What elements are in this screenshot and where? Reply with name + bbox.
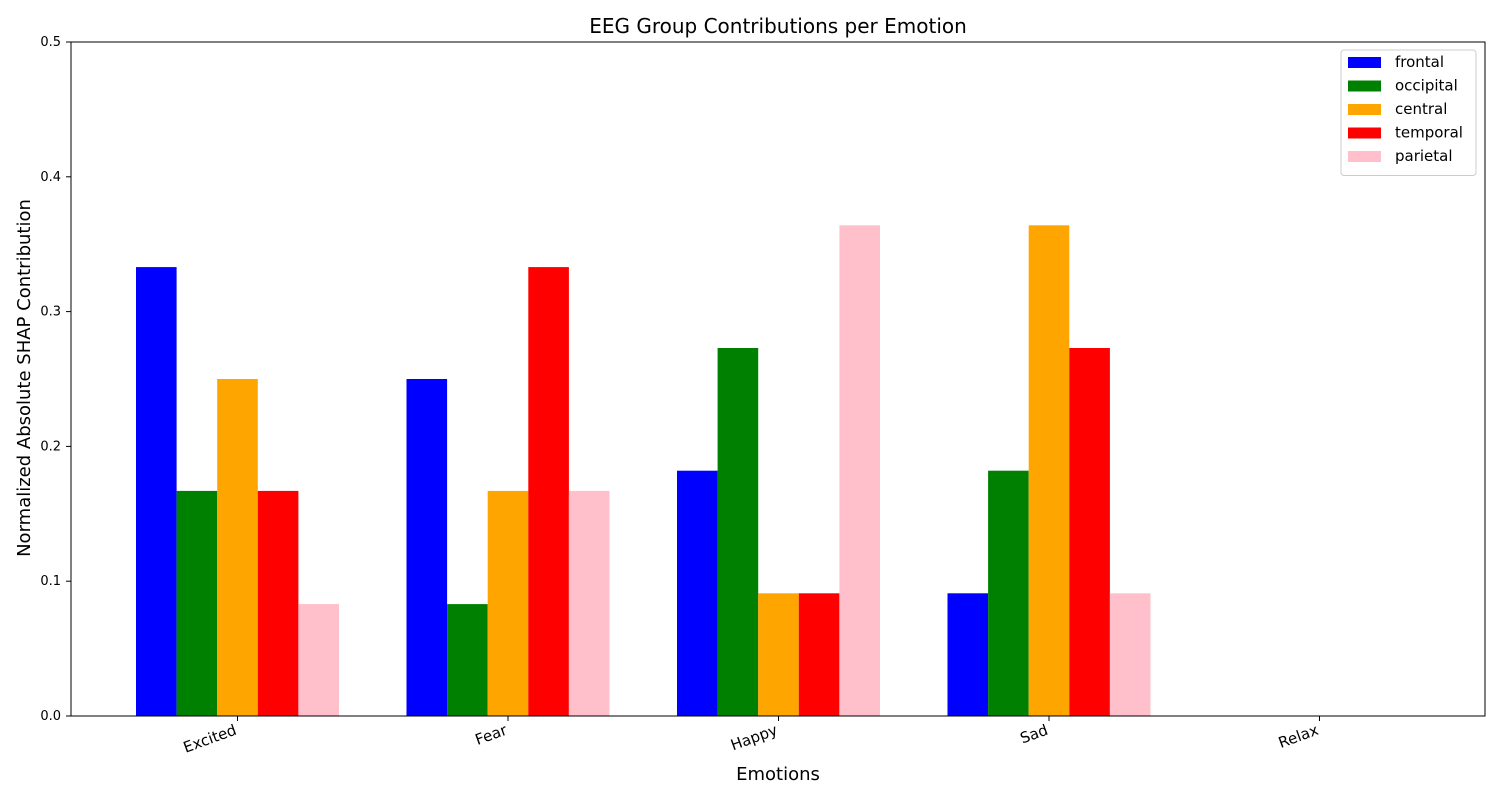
bars-group [136,225,1151,717]
y-tick-label: 0.1 [40,574,61,589]
x-tick-label-excited: Excited [181,721,239,757]
bar-parietal-happy [839,225,880,717]
bar-central-sad [1028,225,1070,717]
legend: frontal occipital central temporal parietal [1340,49,1477,176]
chart-title: EEG Group Contributions per Emotion [589,14,967,38]
y-tick-label: 0.5 [40,35,61,50]
x-tick-label-fear: Fear [473,721,510,749]
x-tick-label-sad: Sad [1018,721,1051,748]
bar-occipital-fear [447,604,488,716]
legend-swatch-central [1348,104,1381,115]
bar-frontal-sad [947,593,989,716]
x-tick-label-relax: Relax [1276,721,1321,752]
y-tick-label: 0.4 [40,170,61,185]
legend-swatch-occipital [1348,80,1381,92]
x-ticks: Excited Fear Happy Sad Relax [181,716,1321,757]
legend-swatch-temporal [1348,127,1381,139]
y-ticks: 0.0 0.1 0.2 0.3 0.4 0.5 [40,35,71,724]
bar-temporal-fear [528,267,569,716]
y-tick-label: 0.0 [40,709,61,724]
y-axis-label: Normalized Absolute SHAP Contribution [14,199,35,557]
bar-occipital-happy [717,348,759,716]
bar-central-fear [487,490,529,716]
bar-frontal-fear [406,379,448,716]
y-tick-label: 0.3 [40,305,61,320]
bar-frontal-excited [136,267,177,716]
legend-swatch-parietal [1348,151,1381,162]
bar-occipital-sad [988,470,1029,716]
legend-label-central: central [1395,100,1447,118]
legend-label-frontal: frontal [1395,53,1444,71]
legend-label-parietal: parietal [1395,147,1453,165]
legend-label-occipital: occipital [1395,77,1458,95]
bar-central-happy [758,593,799,716]
legend-label-temporal: temporal [1395,124,1463,142]
plot-frame [70,41,1486,717]
bar-temporal-sad [1069,348,1110,716]
bar-central-excited [217,379,258,716]
x-tick-label-happy: Happy [728,721,780,755]
legend-swatch-frontal [1348,57,1381,68]
bar-temporal-happy [798,593,840,716]
y-tick-label: 0.2 [40,439,61,454]
bar-occipital-excited [176,490,218,716]
x-axis-label: Emotions [736,764,820,785]
bar-temporal-excited [257,490,299,716]
bar-parietal-sad [1109,593,1151,716]
bar-parietal-fear [568,490,610,716]
bar-parietal-excited [298,604,339,716]
bar-frontal-happy [677,470,718,716]
